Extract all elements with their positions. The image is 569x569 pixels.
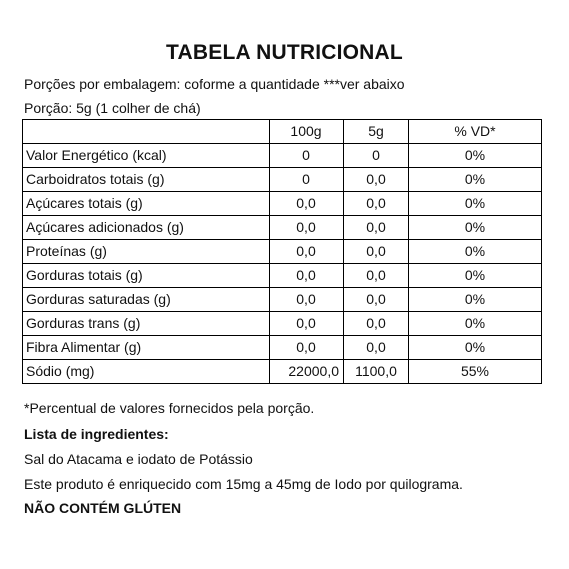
table-row: Proteínas (g) 0,0 0,0 0% <box>22 239 542 264</box>
table-row: Sódio (mg) 22000,0 1100,0 55% <box>22 359 542 384</box>
table-row: Açúcares totais (g) 0,0 0,0 0% <box>22 191 542 216</box>
header-label-cell <box>22 119 270 144</box>
value-vd: 0% <box>408 263 542 288</box>
value-100g: 0,0 <box>269 335 344 360</box>
value-5g: 0,0 <box>343 239 409 264</box>
value-100g: 0,0 <box>269 191 344 216</box>
value-5g: 0,0 <box>343 311 409 336</box>
nutrient-label: Gorduras trans (g) <box>22 311 270 336</box>
value-5g: 1100,0 <box>343 359 409 384</box>
value-vd: 0% <box>408 239 542 264</box>
value-vd: 0% <box>408 311 542 336</box>
iodine-note: Este produto é enriquecido com 15mg a 45… <box>24 476 463 492</box>
value-5g: 0,0 <box>343 263 409 288</box>
value-100g: 0,0 <box>269 263 344 288</box>
table-row: Valor Energético (kcal) 0 0 0% <box>22 143 542 168</box>
nutrient-label: Proteínas (g) <box>22 239 270 264</box>
value-5g: 0 <box>343 143 409 168</box>
value-vd: 0% <box>408 143 542 168</box>
nutrient-label: Gorduras saturadas (g) <box>22 287 270 312</box>
header-100g: 100g <box>269 119 344 144</box>
nutrient-label: Fibra Alimentar (g) <box>22 335 270 360</box>
value-vd: 0% <box>408 335 542 360</box>
value-100g: 22000,0 <box>269 359 344 384</box>
nutrient-label: Sódio (mg) <box>22 359 270 384</box>
value-vd: 0% <box>408 215 542 240</box>
value-100g: 0 <box>269 167 344 192</box>
value-100g: 0,0 <box>269 215 344 240</box>
nutrient-label: Gorduras totais (g) <box>22 263 270 288</box>
value-5g: 0,0 <box>343 287 409 312</box>
table-row: Carboidratos totais (g) 0 0,0 0% <box>22 167 542 192</box>
header-vd: % VD* <box>408 119 542 144</box>
table-row: Gorduras saturadas (g) 0,0 0,0 0% <box>22 287 542 312</box>
value-vd: 0% <box>408 191 542 216</box>
value-5g: 0,0 <box>343 335 409 360</box>
nutrition-table: 100g 5g % VD* Valor Energético (kcal) 0 … <box>22 119 542 384</box>
value-5g: 0,0 <box>343 191 409 216</box>
nutrient-label: Valor Energético (kcal) <box>22 143 270 168</box>
value-5g: 0,0 <box>343 167 409 192</box>
value-vd: 0% <box>408 287 542 312</box>
value-100g: 0,0 <box>269 287 344 312</box>
header-5g: 5g <box>343 119 409 144</box>
value-100g: 0 <box>269 143 344 168</box>
portion-size: Porção: 5g (1 colher de chá) <box>24 100 201 116</box>
ingredients-heading: Lista de ingredientes: <box>24 426 169 442</box>
value-100g: 0,0 <box>269 311 344 336</box>
portions-per-package: Porções por embalagem: coforme a quantid… <box>24 76 405 92</box>
value-vd: 55% <box>408 359 542 384</box>
value-5g: 0,0 <box>343 215 409 240</box>
nutrient-label: Carboidratos totais (g) <box>22 167 270 192</box>
nutrient-label: Açúcares totais (g) <box>22 191 270 216</box>
table-row: Açúcares adicionados (g) 0,0 0,0 0% <box>22 215 542 240</box>
table-row: Gorduras trans (g) 0,0 0,0 0% <box>22 311 542 336</box>
table-row: Fibra Alimentar (g) 0,0 0,0 0% <box>22 335 542 360</box>
value-vd: 0% <box>408 167 542 192</box>
footnote: *Percentual de valores fornecidos pela p… <box>24 400 315 416</box>
gluten-warning: NÃO CONTÉM GLÚTEN <box>24 500 182 516</box>
nutrient-label: Açúcares adicionados (g) <box>22 215 270 240</box>
page-title: TABELA NUTRICIONAL <box>166 41 403 64</box>
table-row: Gorduras totais (g) 0,0 0,0 0% <box>22 263 542 288</box>
value-100g: 0,0 <box>269 239 344 264</box>
table-header-row: 100g 5g % VD* <box>22 119 542 144</box>
ingredients-text: Sal do Atacama e iodato de Potássio <box>24 451 253 467</box>
